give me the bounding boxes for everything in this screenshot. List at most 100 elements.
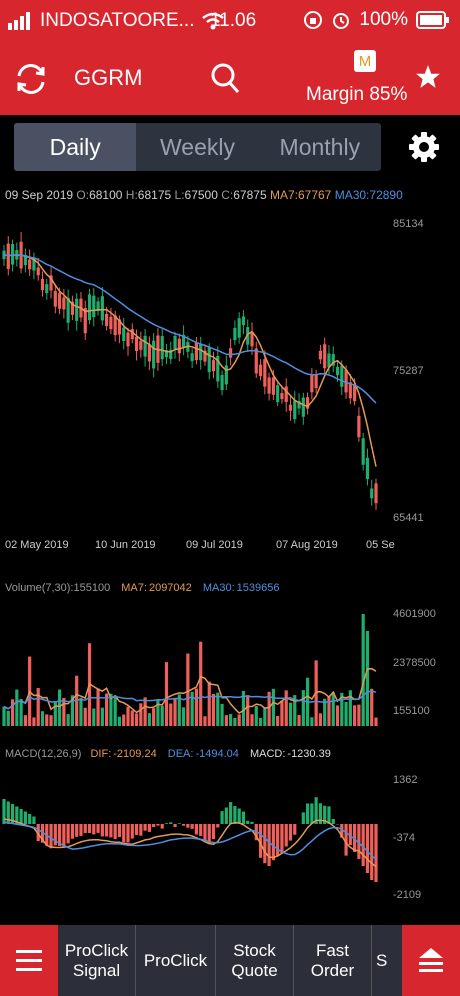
volume-bar [297, 715, 301, 726]
volume-bar [15, 689, 19, 726]
volume-bar [100, 707, 104, 726]
volume-ma30-label: MA30: [203, 582, 235, 594]
macd-bar [331, 818, 335, 824]
macd-bar [365, 824, 370, 873]
macd-bar [126, 824, 130, 843]
candle [323, 344, 327, 369]
candle [237, 318, 241, 338]
gear-icon[interactable] [408, 131, 440, 163]
candle [310, 375, 314, 393]
volume-bar [340, 692, 344, 726]
date-label: 02 May 2019 [5, 539, 69, 551]
candle [335, 366, 340, 376]
volume-bar [164, 662, 169, 726]
candle [113, 315, 117, 336]
volume-axis-label-top: 4601900 [393, 608, 436, 620]
candle [263, 359, 267, 387]
tab-daily[interactable]: Daily [14, 123, 137, 171]
volume-ma7-value: 2097042 [149, 582, 192, 594]
macd-bar [96, 824, 100, 833]
search-icon[interactable] [210, 62, 240, 94]
low-label: L: [174, 188, 185, 202]
tab-monthly[interactable]: Monthly [279, 133, 361, 160]
volume-bar [6, 710, 10, 726]
expand-button[interactable] [402, 925, 460, 996]
fast-order-button[interactable]: Fast Order [294, 925, 372, 996]
menu-button[interactable] [0, 925, 58, 996]
volume-bar [105, 693, 109, 726]
volume-bar [36, 688, 40, 726]
macd-bar [229, 802, 233, 824]
macd-bar [216, 824, 220, 828]
volume-bar [23, 715, 27, 726]
candle [28, 259, 32, 270]
candle [361, 438, 365, 465]
macd-bar [2, 799, 6, 824]
tab-weekly[interactable]: Weekly [159, 133, 235, 160]
candle [207, 347, 211, 373]
volume-bar [331, 692, 335, 726]
macd-bar [357, 824, 361, 859]
carrier-name: INDOSATOORE... [40, 10, 195, 31]
candle [109, 316, 113, 330]
candle [57, 293, 62, 309]
volume-bar [211, 694, 216, 726]
candle [45, 284, 49, 294]
volume-bar [344, 701, 348, 726]
macd-bar [233, 806, 237, 824]
macd-bar [143, 824, 147, 831]
macd-bar [177, 823, 181, 824]
macd-bar [57, 824, 62, 846]
volume-bar [130, 710, 134, 726]
macd-bar [28, 814, 32, 824]
date-label: 05 Se [366, 539, 395, 551]
volume-bar [134, 713, 139, 726]
proclick-signal-button[interactable]: ProClick Signal [58, 925, 136, 996]
proclick-button[interactable]: ProClick [136, 925, 216, 996]
info-date: 09 Sep 2019 [5, 188, 74, 202]
battery-percent: 100% [359, 9, 408, 30]
stock-quote-button[interactable]: Stock Quote [216, 925, 294, 996]
candle [177, 338, 181, 354]
macd-bar [79, 824, 83, 836]
macd-bar [105, 824, 109, 837]
macd-bar [327, 806, 331, 824]
volume-bar [229, 713, 233, 726]
volume-bar [224, 715, 228, 726]
star-icon[interactable] [415, 64, 441, 90]
macd-bar [267, 824, 271, 867]
macd-label: MACD: [250, 748, 285, 760]
candle [280, 393, 284, 400]
volume-bar [173, 698, 177, 726]
bottom-bar: ProClick Signal ProClick Stock Quote Fas… [0, 925, 460, 996]
macd-axis-label-bottom: -2109 [393, 889, 421, 901]
low-value: 67500 [184, 188, 218, 202]
price-axis-label-mid: 75287 [393, 365, 424, 377]
partial-button[interactable]: S [376, 950, 388, 970]
stock-symbol[interactable]: GGRM [74, 65, 143, 90]
macd-bar [169, 822, 173, 824]
volume-bar [177, 694, 181, 726]
volume-bar [199, 641, 203, 726]
candle [2, 250, 6, 260]
volume-bar [160, 705, 164, 726]
candle [10, 244, 15, 265]
dif-label: DIF: [90, 748, 111, 760]
macd-bar [164, 823, 169, 824]
volume-bar [284, 690, 288, 726]
macd-bar [305, 803, 310, 824]
stock-chart[interactable]: 85134 75287 65441 02 May 2019 10 Jun 201… [0, 200, 460, 925]
volume-bars [2, 614, 378, 726]
refresh-icon[interactable] [14, 62, 48, 96]
macd-bar [83, 824, 87, 834]
volume-ma30-value: 1539656 [237, 582, 280, 594]
volume-bar [220, 703, 224, 726]
macd-bar [40, 824, 45, 843]
macd-bar [370, 824, 374, 880]
candle [23, 254, 27, 266]
macd-bar [92, 824, 96, 835]
candle [374, 483, 378, 504]
volume-bar [310, 717, 314, 726]
candle [130, 329, 134, 340]
candle [267, 377, 271, 394]
